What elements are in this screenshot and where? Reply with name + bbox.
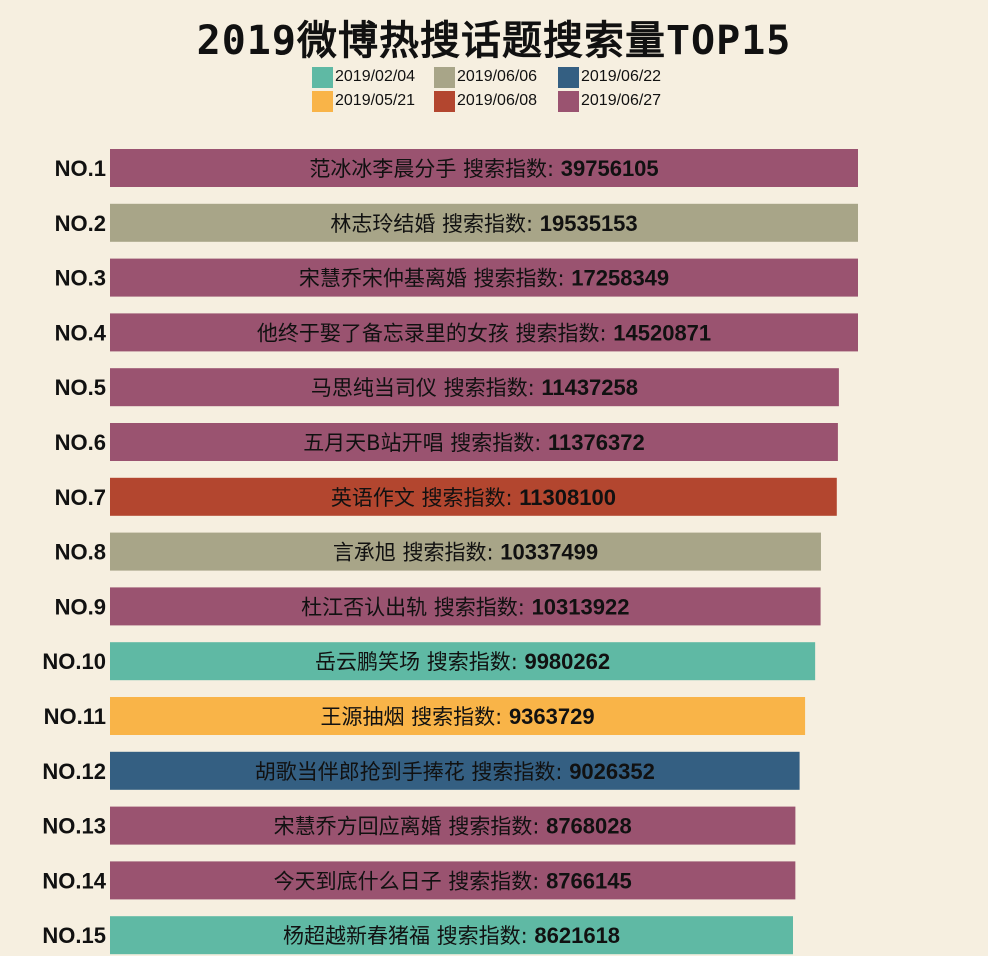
bar xyxy=(110,368,839,407)
bar xyxy=(110,423,838,461)
bar-label: 胡歌当伴郎抢到手捧花 搜索指数: 9026352 xyxy=(255,759,655,784)
bar-label: 马思纯当司仪 搜索指数: 11437258 xyxy=(311,375,638,400)
bar-label: 杜江否认出轨 搜索指数: 10313922 xyxy=(301,594,629,619)
legend-label: 2019/06/08 xyxy=(457,92,538,109)
rank-label: NO.3 xyxy=(55,266,106,291)
legend-swatch xyxy=(558,66,579,88)
bar-label: 宋慧乔方回应离婚 搜索指数: 8768028 xyxy=(274,814,632,839)
bar xyxy=(110,149,858,187)
bar-label: 他终于娶了备忘录里的女孩 搜索指数: 14520871 xyxy=(257,320,711,345)
legend-swatch xyxy=(558,90,579,112)
chart-title: 2019微博热搜话题搜索量TOP15 xyxy=(196,18,792,64)
bar xyxy=(110,313,858,352)
rank-label: NO.11 xyxy=(44,704,106,729)
bar xyxy=(110,861,796,900)
bar xyxy=(110,806,796,845)
rank-label: NO.6 xyxy=(55,430,106,455)
rank-label: NO.7 xyxy=(55,485,106,510)
legend-label: 2019/02/04 xyxy=(335,68,416,85)
bar-label: 范冰冰李晨分手 搜索指数: 39756105 xyxy=(309,156,658,181)
bar-label: 五月天B站开唱 搜索指数: 11376372 xyxy=(303,430,645,455)
bar xyxy=(110,697,806,735)
bar-label: 岳云鹏笑场 搜索指数: 9980262 xyxy=(315,649,610,674)
legend-item: 2019/05/21 xyxy=(312,90,434,112)
rank-label: NO.9 xyxy=(55,594,106,619)
legend: 2019/02/04 2019/06/06 2019/06/22 2019/05/21… xyxy=(312,66,692,112)
legend-item: 2019/06/27 xyxy=(558,90,688,112)
rank-label: NO.15 xyxy=(42,923,106,948)
rank-label: NO.5 xyxy=(55,375,106,400)
rank-label: NO.13 xyxy=(42,814,106,839)
bar xyxy=(110,258,858,297)
bar xyxy=(110,642,816,681)
legend-label: 2019/05/21 xyxy=(335,92,416,109)
bar xyxy=(110,587,821,626)
legend-label: 2019/06/22 xyxy=(581,68,662,85)
rank-label: NO.12 xyxy=(42,759,106,784)
legend-item: 2019/06/08 xyxy=(434,90,558,112)
bar-label: 今天到底什么日子 搜索指数: 8766145 xyxy=(274,868,632,893)
legend-item: 2019/02/04 xyxy=(312,66,434,88)
rank-label: NO.1 xyxy=(55,156,106,181)
legend-item: 2019/06/22 xyxy=(558,66,688,88)
bar xyxy=(110,477,837,516)
bar xyxy=(110,532,821,571)
legend-label: 2019/06/06 xyxy=(457,68,538,85)
bar-label: 林志玲结婚 搜索指数: 19535153 xyxy=(330,211,637,236)
legend-swatch xyxy=(312,66,333,88)
legend-swatch xyxy=(434,90,455,112)
rank-label: NO.2 xyxy=(55,211,106,236)
bar-label: 宋慧乔宋仲基离婚 搜索指数: 17258349 xyxy=(299,266,669,291)
bar-label: 言承旭 搜索指数: 10337499 xyxy=(333,540,598,565)
bar-label: 英语作文 搜索指数: 11308100 xyxy=(331,485,616,510)
bar xyxy=(110,203,858,242)
legend-label: 2019/06/27 xyxy=(581,92,662,109)
rank-label: NO.8 xyxy=(55,540,106,565)
bar xyxy=(110,751,800,790)
bar-label: 杨超越新春猪福 搜索指数: 8621618 xyxy=(283,923,620,948)
bar-label: 王源抽烟 搜索指数: 9363729 xyxy=(321,704,595,729)
bar xyxy=(110,916,793,955)
legend-swatch xyxy=(312,90,333,112)
rank-label: NO.4 xyxy=(55,320,107,345)
rank-label: NO.10 xyxy=(42,649,106,674)
rank-label: NO.14 xyxy=(42,868,106,893)
legend-item: 2019/06/06 xyxy=(434,66,558,88)
legend-swatch xyxy=(434,66,455,88)
